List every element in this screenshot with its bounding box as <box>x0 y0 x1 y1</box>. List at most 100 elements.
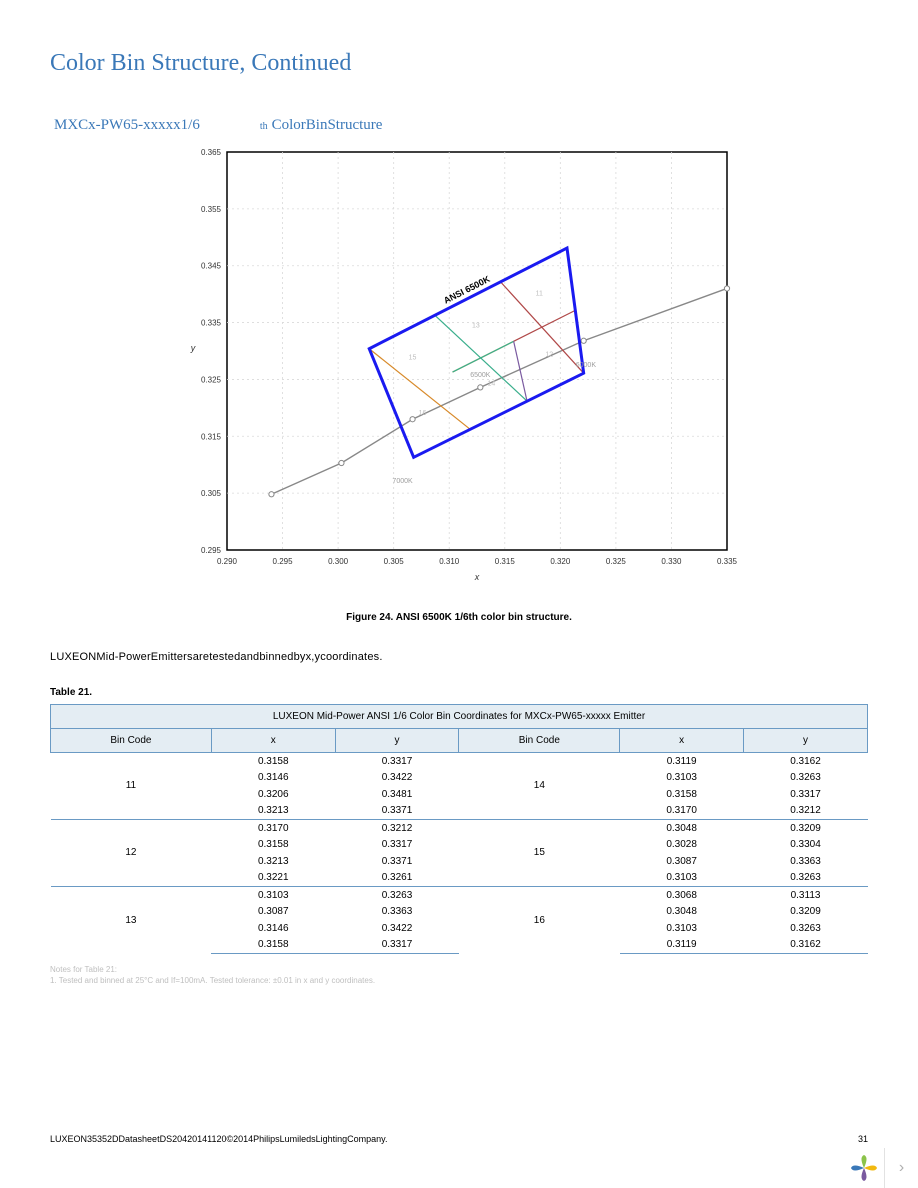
footer-page-number: 31 <box>858 1134 868 1144</box>
body-text: LUXEONMid-PowerEmittersaretestedandbinne… <box>50 651 868 663</box>
coord-cell: 0.3146 <box>211 770 335 787</box>
bin-code-cell: 13 <box>51 887 212 954</box>
svg-text:0.315: 0.315 <box>201 432 222 441</box>
part-number: MXCx-PW65-xxxxx1/6 <box>54 117 200 134</box>
svg-text:15: 15 <box>409 355 417 362</box>
svg-text:0.330: 0.330 <box>661 557 682 566</box>
coord-cell: 0.3263 <box>335 887 459 904</box>
coord-cell: 0.3263 <box>744 770 868 787</box>
svg-text:6000K: 6000K <box>576 362 597 369</box>
table-header: Bin Code <box>51 729 212 753</box>
svg-text:y: y <box>190 343 196 353</box>
table-header: Bin Code <box>459 729 620 753</box>
coord-cell: 0.3363 <box>744 853 868 870</box>
coord-cell: 0.3162 <box>744 753 868 770</box>
svg-text:0.320: 0.320 <box>550 557 571 566</box>
svg-text:6500K: 6500K <box>470 372 491 379</box>
sub-title: ColorBinStructure <box>272 117 383 134</box>
coord-cell: 0.3261 <box>335 870 459 887</box>
corner-widget: › <box>844 1148 918 1188</box>
coordinates-table: LUXEON Mid-Power ANSI 1/6 Color Bin Coor… <box>50 704 868 954</box>
page-title: Color Bin Structure, Continued <box>50 50 868 77</box>
next-arrow-button[interactable]: › <box>884 1148 918 1188</box>
svg-text:0.295: 0.295 <box>273 557 294 566</box>
figure-caption: Figure 24. ANSI 6500K 1/6th color bin st… <box>50 612 868 623</box>
footer-left: LUXEON35352DDatasheetDS20420141120©2014P… <box>50 1134 388 1144</box>
svg-text:0.335: 0.335 <box>717 557 738 566</box>
color-bin-chart: 0.290 0.295 0.300 0.305 0.310 0.315 0.320 0.325… <box>179 144 739 584</box>
coord-cell: 0.3206 <box>211 786 335 803</box>
svg-text:0.300: 0.300 <box>328 557 349 566</box>
table-title: LUXEON Mid-Power ANSI 1/6 Color Bin Coor… <box>51 705 868 729</box>
coord-cell: 0.3158 <box>211 837 335 854</box>
coord-cell: 0.3317 <box>335 837 459 854</box>
table-header: y <box>744 729 868 753</box>
chart-container: 0.290 0.295 0.300 0.305 0.310 0.315 0.320 0.325… <box>179 144 739 584</box>
svg-text:0.310: 0.310 <box>439 557 460 566</box>
table-label: Table 21. <box>50 687 868 698</box>
bin-code-cell: 14 <box>459 753 620 820</box>
table-notes: Notes for Table 21: 1. Tested and binned… <box>50 964 868 986</box>
coord-cell: 0.3170 <box>620 803 744 820</box>
notes-heading: Notes for Table 21: <box>50 964 868 975</box>
coord-cell: 0.3087 <box>211 904 335 921</box>
coord-cell: 0.3103 <box>620 770 744 787</box>
svg-text:0.345: 0.345 <box>201 262 222 271</box>
svg-text:0.315: 0.315 <box>495 557 516 566</box>
coord-cell: 0.3048 <box>620 820 744 837</box>
coord-cell: 0.3304 <box>744 837 868 854</box>
coord-cell: 0.3158 <box>211 937 335 954</box>
coord-cell: 0.3213 <box>211 803 335 820</box>
svg-text:11: 11 <box>536 290 543 297</box>
coord-cell: 0.3162 <box>744 937 868 954</box>
subheading: MXCx-PW65-xxxxx1/6 th ColorBinStructure <box>54 117 868 134</box>
coord-cell: 0.3363 <box>335 904 459 921</box>
coord-cell: 0.3119 <box>620 937 744 954</box>
coord-cell: 0.3371 <box>335 853 459 870</box>
coord-cell: 0.3158 <box>620 786 744 803</box>
svg-text:12: 12 <box>545 352 553 359</box>
svg-text:0.355: 0.355 <box>201 205 222 214</box>
coord-cell: 0.3212 <box>744 803 868 820</box>
coord-cell: 0.3113 <box>744 887 868 904</box>
superscript-th: th <box>260 121 268 132</box>
svg-text:7000K: 7000K <box>392 478 413 485</box>
coord-cell: 0.3209 <box>744 904 868 921</box>
svg-text:0.325: 0.325 <box>606 557 627 566</box>
coord-cell: 0.3028 <box>620 837 744 854</box>
bin-code-cell: 11 <box>51 753 212 820</box>
coord-cell: 0.3068 <box>620 887 744 904</box>
table-header: y <box>335 729 459 753</box>
svg-text:0.295: 0.295 <box>201 546 222 555</box>
logo-icon <box>844 1148 884 1188</box>
coord-cell: 0.3317 <box>335 937 459 954</box>
coord-cell: 0.3158 <box>211 753 335 770</box>
coord-cell: 0.3422 <box>335 770 459 787</box>
svg-text:0.335: 0.335 <box>201 319 222 328</box>
svg-text:0.305: 0.305 <box>201 489 222 498</box>
svg-text:13: 13 <box>472 323 480 330</box>
bin-code-cell: 12 <box>51 820 212 887</box>
coord-cell: 0.3263 <box>744 870 868 887</box>
bin-code-cell: 16 <box>459 887 620 954</box>
coord-cell: 0.3103 <box>211 887 335 904</box>
coord-cell: 0.3317 <box>335 753 459 770</box>
coord-cell: 0.3213 <box>211 853 335 870</box>
coord-cell: 0.3422 <box>335 920 459 937</box>
svg-text:0.365: 0.365 <box>201 148 222 157</box>
svg-text:14: 14 <box>488 381 496 388</box>
bin-code-cell: 15 <box>459 820 620 887</box>
notes-body: 1. Tested and binned at 25°C and If=100m… <box>50 975 868 986</box>
svg-text:0.305: 0.305 <box>384 557 405 566</box>
coord-cell: 0.3146 <box>211 920 335 937</box>
coord-cell: 0.3263 <box>744 920 868 937</box>
svg-text:0.290: 0.290 <box>217 557 238 566</box>
page-footer: LUXEON35352DDatasheetDS20420141120©2014P… <box>50 1134 868 1144</box>
svg-text:0.325: 0.325 <box>201 375 222 384</box>
coord-cell: 0.3048 <box>620 904 744 921</box>
coord-cell: 0.3103 <box>620 870 744 887</box>
coord-cell: 0.3103 <box>620 920 744 937</box>
coord-cell: 0.3371 <box>335 803 459 820</box>
coord-cell: 0.3212 <box>335 820 459 837</box>
coord-cell: 0.3209 <box>744 820 868 837</box>
